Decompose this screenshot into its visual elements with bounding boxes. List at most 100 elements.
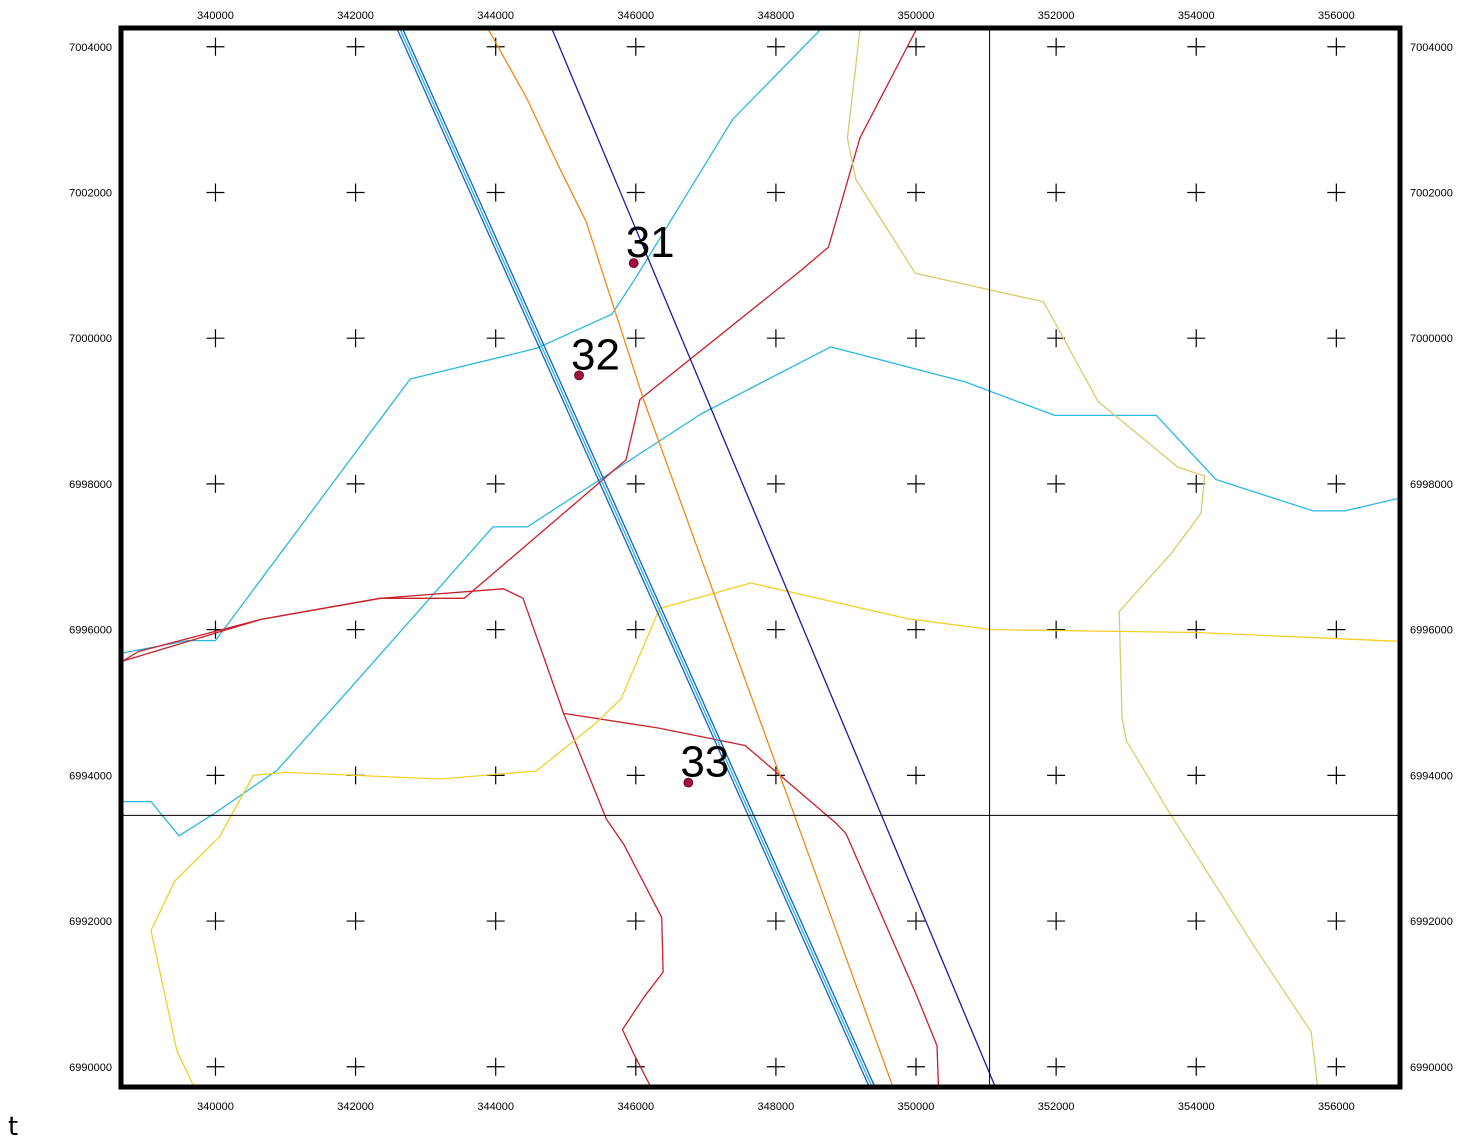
y-tick-label-right: 7002000 xyxy=(1410,187,1453,199)
grid-cross xyxy=(346,620,365,639)
line-red-south xyxy=(123,588,940,1085)
grid-cross xyxy=(1047,329,1066,348)
grid-cross xyxy=(486,474,505,493)
grid-cross xyxy=(1327,1057,1346,1076)
grid-cross xyxy=(1047,912,1066,931)
grid-cross xyxy=(486,912,505,931)
y-tick-label-right: 6998000 xyxy=(1410,479,1453,491)
grid-cross xyxy=(206,912,225,931)
grid-cross xyxy=(907,329,926,348)
y-tick-label-left: 6992000 xyxy=(69,916,112,928)
grid-cross xyxy=(1187,1057,1206,1076)
x-tick-label-top: 350000 xyxy=(898,10,935,22)
map-frame xyxy=(118,25,1403,1090)
y-tick-label-right: 6994000 xyxy=(1410,770,1453,782)
grid-cross xyxy=(907,1057,926,1076)
grid-cross xyxy=(1327,766,1346,785)
grid-cross xyxy=(346,912,365,931)
grid-cross xyxy=(1187,766,1206,785)
grid-cross xyxy=(907,912,926,931)
line-red-branch xyxy=(562,713,664,1085)
grid-cross xyxy=(1327,183,1346,202)
point-label-31: 31 xyxy=(626,218,675,267)
grid-cross xyxy=(1187,37,1206,56)
y-tick-label-right: 6992000 xyxy=(1410,916,1453,928)
grid-cross xyxy=(1047,474,1066,493)
line-navy-line xyxy=(551,30,996,1085)
grid-cross xyxy=(907,620,926,639)
x-tick-label-bottom: 354000 xyxy=(1178,1101,1215,1113)
point-label-32: 32 xyxy=(571,330,620,379)
grid-cross xyxy=(346,37,365,56)
x-tick-label-bottom: 340000 xyxy=(197,1101,234,1113)
x-tick-label-top: 346000 xyxy=(617,10,654,22)
grid-cross xyxy=(766,329,785,348)
grid-cross xyxy=(1047,183,1066,202)
y-tick-label-right: 7000000 xyxy=(1410,333,1453,345)
y-tick-label-right: 7004000 xyxy=(1410,42,1453,54)
x-tick-label-bottom: 352000 xyxy=(1038,1101,1075,1113)
grid-cross xyxy=(626,183,645,202)
x-tick-label-top: 348000 xyxy=(758,10,795,22)
grid-cross xyxy=(206,329,225,348)
grid-cross xyxy=(206,37,225,56)
grid-cross xyxy=(626,766,645,785)
y-tick-label-left: 6998000 xyxy=(69,479,112,491)
grid-cross xyxy=(907,183,926,202)
grid-cross xyxy=(766,766,785,785)
x-tick-label-top: 344000 xyxy=(477,10,514,22)
x-tick-label-top: 340000 xyxy=(197,10,234,22)
grid-cross xyxy=(766,474,785,493)
grid-cross xyxy=(1047,620,1066,639)
page-letter: t xyxy=(8,1112,19,1142)
y-tick-label-left: 6996000 xyxy=(69,625,112,637)
grid-cross xyxy=(766,37,785,56)
grid-cross xyxy=(1187,183,1206,202)
grid-cross xyxy=(206,766,225,785)
grid-cross xyxy=(1187,329,1206,348)
grid-cross xyxy=(206,183,225,202)
x-tick-label-top: 354000 xyxy=(1178,10,1215,22)
y-tick-label-left: 7002000 xyxy=(69,187,112,199)
sample-points: 31 32 33 xyxy=(571,218,729,788)
x-tick-label-bottom: 348000 xyxy=(758,1101,795,1113)
x-tick-label-top: 342000 xyxy=(337,10,374,22)
line-yellow-road xyxy=(150,582,1398,931)
y-tick-label-right: 6990000 xyxy=(1410,1062,1453,1074)
grid-cross xyxy=(346,329,365,348)
x-tick-label-bottom: 356000 xyxy=(1318,1101,1355,1113)
grid-cross xyxy=(346,1057,365,1076)
grid-cross xyxy=(1327,620,1346,639)
grid-cross xyxy=(626,37,645,56)
grid-cross xyxy=(626,1057,645,1076)
axis-tick-labels: 340000 340000 342000 342000 344000 344000 3460… xyxy=(69,10,1453,1113)
grid-cross xyxy=(346,183,365,202)
y-tick-label-left: 7004000 xyxy=(69,42,112,54)
grid-cross xyxy=(1327,329,1346,348)
line-cyan-north xyxy=(123,30,821,654)
grid-cross xyxy=(486,329,505,348)
grid-cross xyxy=(346,474,365,493)
x-tick-label-bottom: 350000 xyxy=(898,1101,935,1113)
y-tick-label-left: 6990000 xyxy=(69,1062,112,1074)
y-tick-label-left: 6994000 xyxy=(69,770,112,782)
grid-cross xyxy=(766,183,785,202)
grid-cross xyxy=(1327,912,1346,931)
grid-cross xyxy=(1047,1057,1066,1076)
grid-cross xyxy=(1047,766,1066,785)
grid-cross xyxy=(486,183,505,202)
grid-cross xyxy=(907,474,926,493)
line-red-north xyxy=(123,30,917,662)
x-tick-label-top: 356000 xyxy=(1318,10,1355,22)
grid-cross xyxy=(1327,37,1346,56)
point-label-33: 33 xyxy=(680,738,729,787)
grid-cross xyxy=(206,474,225,493)
grid-crosses xyxy=(206,37,1346,1076)
point-marker-31 xyxy=(628,258,639,269)
grid-cross xyxy=(626,620,645,639)
line-khaki-river xyxy=(846,30,1319,1085)
grid-cross xyxy=(907,766,926,785)
grid-cross xyxy=(766,1057,785,1076)
line-cyan-line-c xyxy=(399,30,872,1085)
